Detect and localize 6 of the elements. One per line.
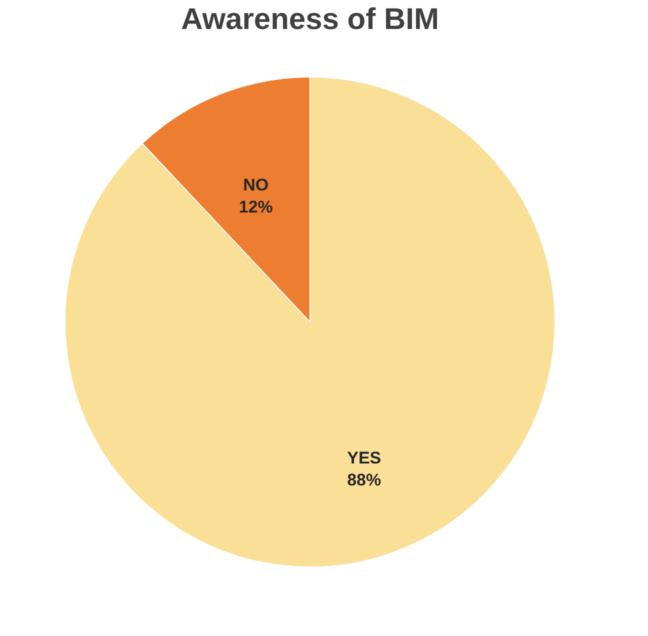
data-label: 88% [347, 470, 382, 490]
pie-slice [64, 76, 556, 568]
data-label: 12% [238, 197, 273, 216]
slice-label: YES [347, 448, 382, 468]
chart-title: Awareness of BIM [181, 3, 439, 36]
slice-label: NO [243, 175, 269, 194]
